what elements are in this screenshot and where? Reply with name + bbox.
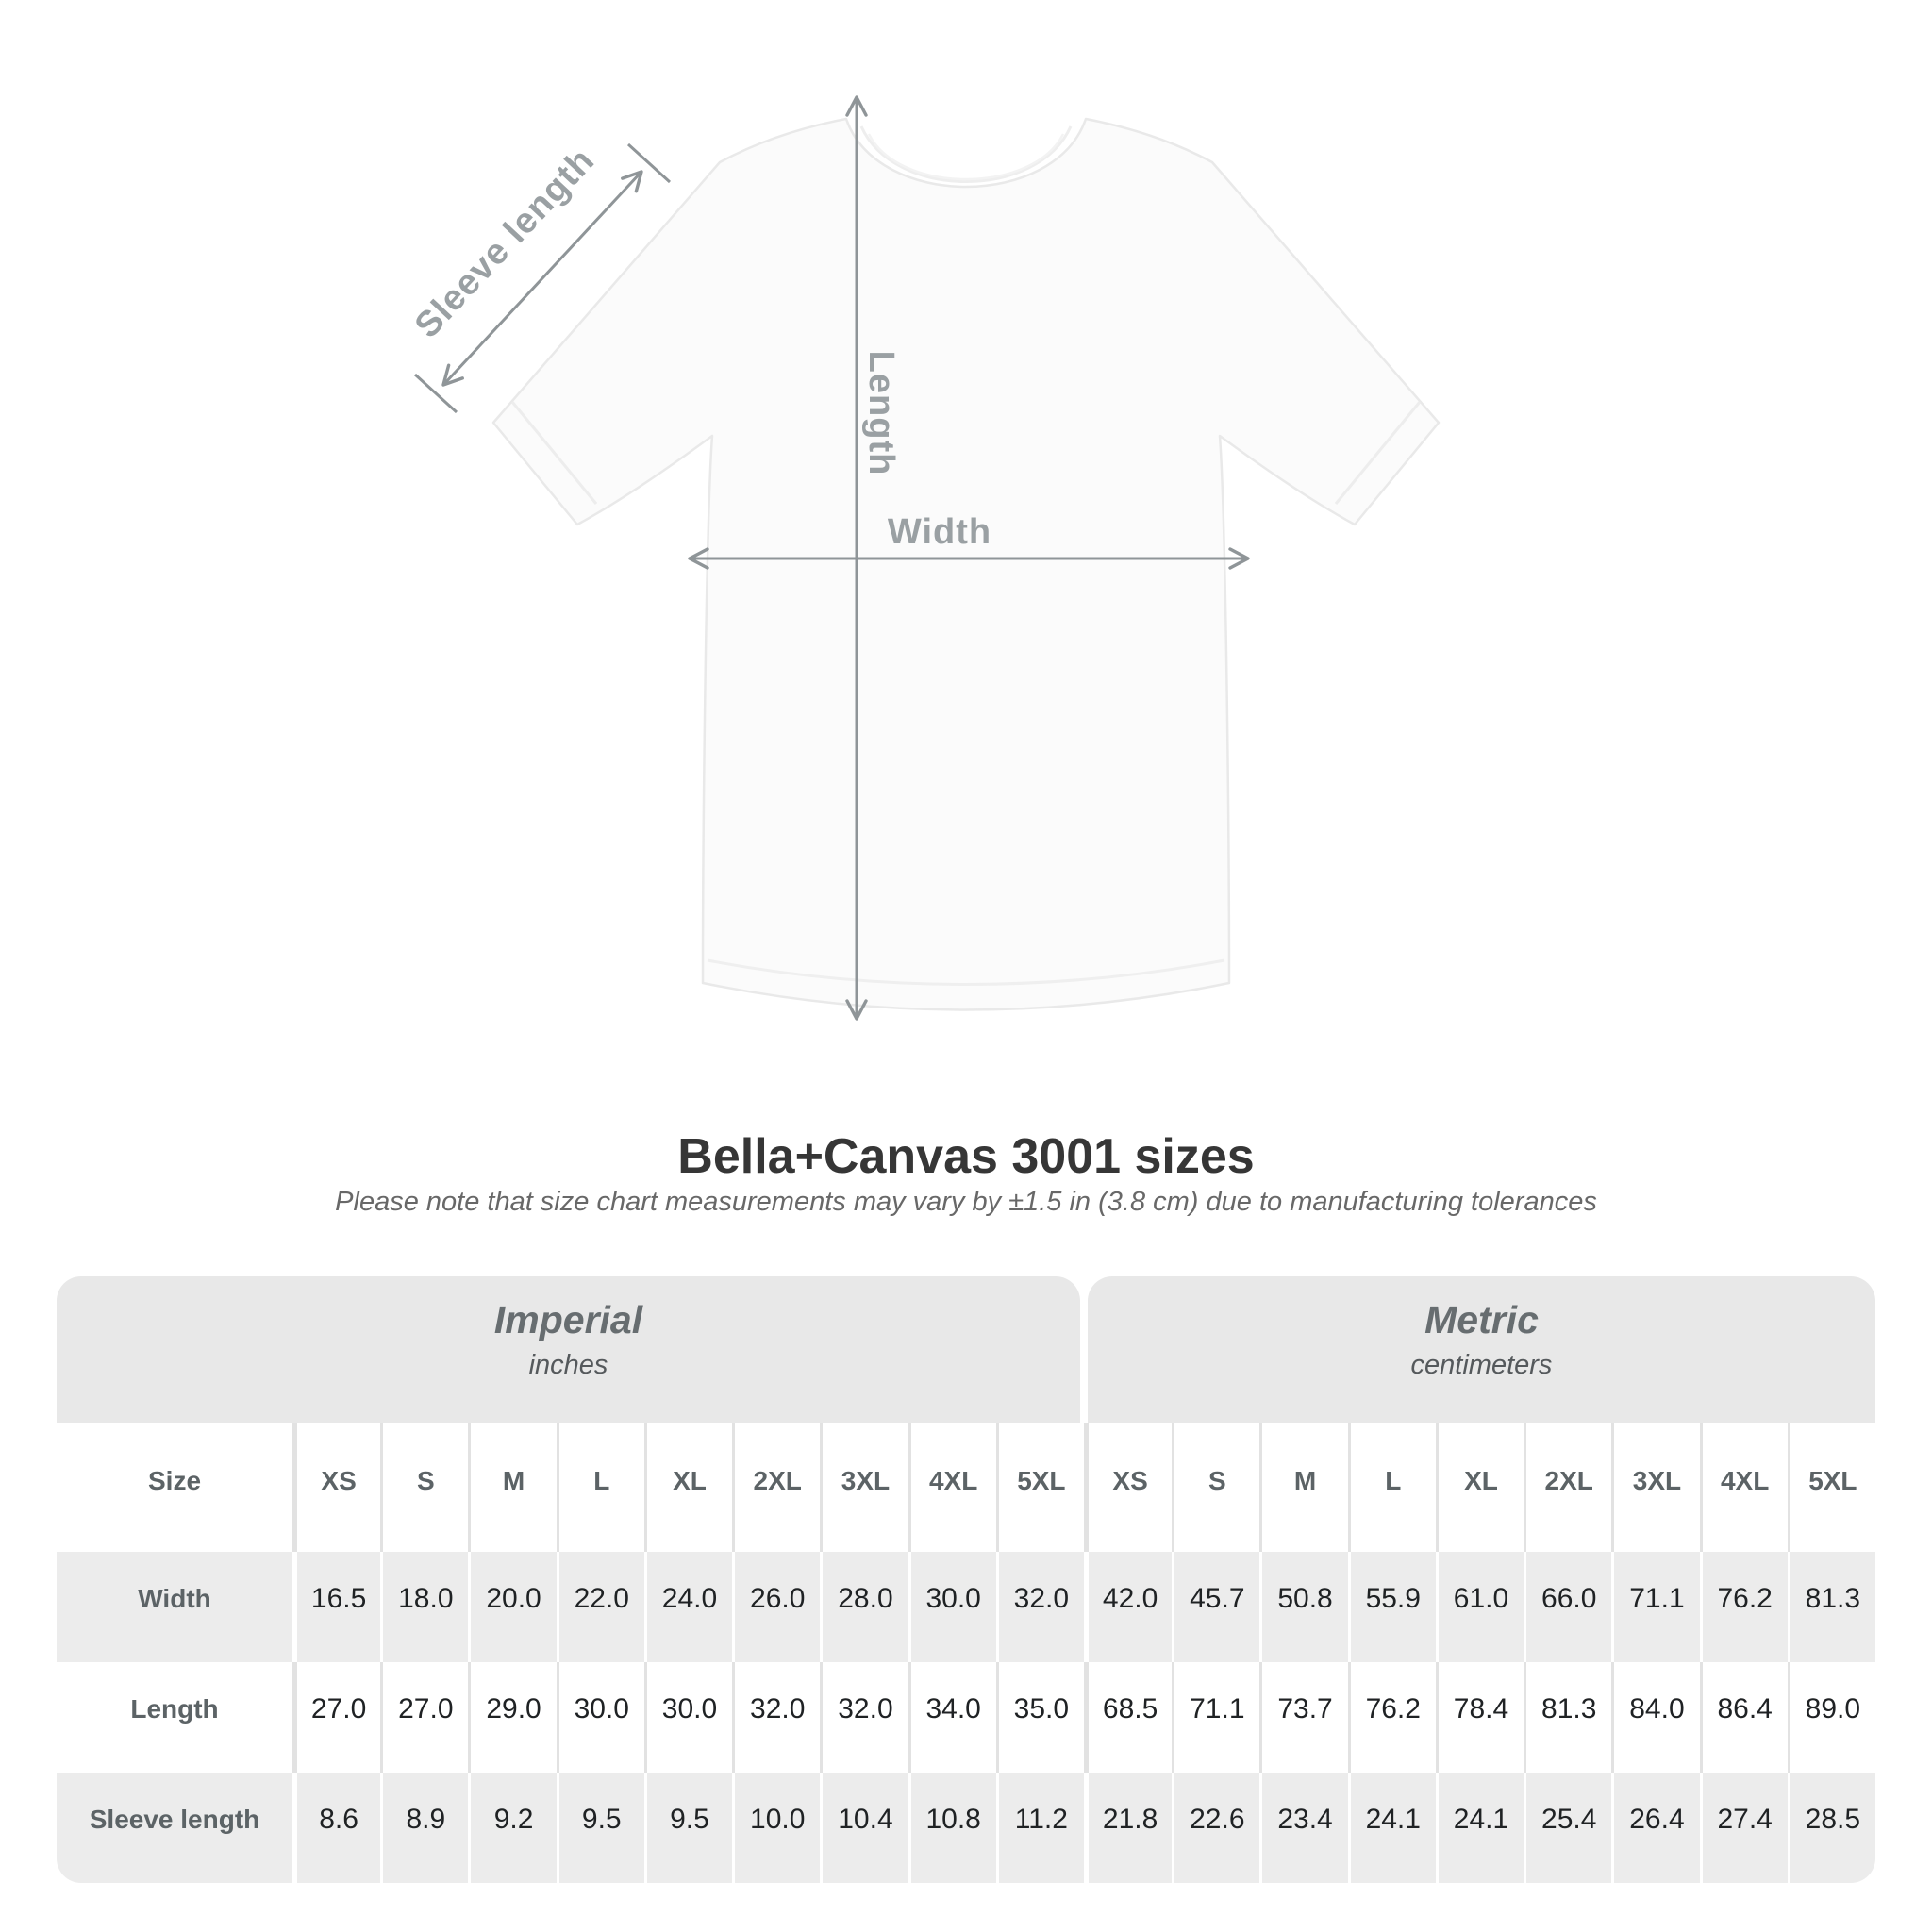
- page-subtitle: Please note that size chart measurements…: [335, 1187, 1597, 1217]
- size-header-imperial-3xl: 3XL: [820, 1423, 908, 1552]
- page-title: Bella+Canvas 3001 sizes: [677, 1129, 1255, 1184]
- size-header-imperial-4xl: 4XL: [908, 1423, 996, 1552]
- size-header-imperial-2xl: 2XL: [732, 1423, 820, 1552]
- size-header-metric-m: M: [1259, 1423, 1347, 1552]
- sleeve-metric-s: 22.6: [1172, 1773, 1260, 1883]
- length-label: Length: [861, 351, 901, 476]
- width-imperial-m: 20.0: [468, 1552, 557, 1662]
- size-header-metric-xs: XS: [1083, 1423, 1172, 1552]
- width-imperial-xl: 24.0: [643, 1552, 733, 1662]
- length-imperial-xl: 30.0: [643, 1662, 733, 1773]
- sleeve-imperial-5xl: 11.2: [995, 1773, 1084, 1883]
- sleeve-imperial-2xl: 10.0: [732, 1773, 821, 1883]
- tshirt-measurement-diagram: Sleeve length Length Width: [408, 95, 1441, 1021]
- size-header-imperial-xs: XS: [292, 1423, 380, 1552]
- length-row: Length 27.0 27.0 29.0 30.0 30.0 32.0 32.…: [57, 1662, 1875, 1773]
- row-label-width: Width: [57, 1552, 292, 1662]
- unit-header-row: Imperial inches Metric centimeters: [57, 1276, 1875, 1423]
- width-imperial-s: 18.0: [380, 1552, 469, 1662]
- sleeve-metric-2xl: 25.4: [1524, 1773, 1612, 1883]
- sleeve-imperial-xl: 9.5: [643, 1773, 733, 1883]
- tshirt-illustration: [491, 117, 1441, 1011]
- size-header-metric-s: S: [1172, 1423, 1259, 1552]
- width-metric-4xl: 76.2: [1699, 1552, 1788, 1662]
- length-metric-3xl: 84.0: [1611, 1662, 1700, 1773]
- sleeve-metric-3xl: 26.4: [1611, 1773, 1700, 1883]
- length-metric-xl: 78.4: [1435, 1662, 1524, 1773]
- width-metric-2xl: 66.0: [1524, 1552, 1612, 1662]
- length-imperial-xs: 27.0: [292, 1662, 381, 1773]
- length-imperial-5xl: 35.0: [995, 1662, 1084, 1773]
- dimension-cap-bottom: [413, 373, 458, 414]
- size-header-metric-3xl: 3XL: [1611, 1423, 1699, 1552]
- length-imperial-m: 29.0: [468, 1662, 557, 1773]
- sleeve-metric-xl: 24.1: [1435, 1773, 1524, 1883]
- sleeve-imperial-m: 9.2: [468, 1773, 557, 1883]
- sleeve-imperial-s: 8.9: [380, 1773, 469, 1883]
- length-metric-xs: 68.5: [1083, 1662, 1173, 1773]
- imperial-group-title: Imperial: [493, 1298, 643, 1341]
- dimension-cap-top: [626, 142, 672, 184]
- width-imperial-2xl: 26.0: [732, 1552, 821, 1662]
- sleeve-metric-l: 24.1: [1347, 1773, 1436, 1883]
- width-row: Width 16.5 18.0 20.0 22.0 24.0 26.0 28.0…: [57, 1552, 1875, 1662]
- length-metric-m: 73.7: [1259, 1662, 1348, 1773]
- sleeve-metric-5xl: 28.5: [1787, 1773, 1875, 1883]
- width-imperial-5xl: 32.0: [995, 1552, 1084, 1662]
- width-imperial-4xl: 30.0: [908, 1552, 996, 1662]
- length-imperial-3xl: 32.0: [820, 1662, 908, 1773]
- row-label-length: Length: [57, 1662, 292, 1773]
- size-table: Imperial inches Metric centimeters Size …: [57, 1276, 1875, 1883]
- size-header-imperial-xl: XL: [643, 1423, 732, 1552]
- length-imperial-l: 30.0: [556, 1662, 644, 1773]
- metric-group-title: Metric: [1424, 1298, 1539, 1341]
- size-header-metric-5xl: 5XL: [1787, 1423, 1875, 1552]
- length-metric-2xl: 81.3: [1524, 1662, 1612, 1773]
- length-metric-s: 71.1: [1172, 1662, 1260, 1773]
- length-imperial-s: 27.0: [380, 1662, 469, 1773]
- sleeve-metric-4xl: 27.4: [1699, 1773, 1788, 1883]
- row-label-sleeve-length: Sleeve length: [57, 1773, 292, 1883]
- width-imperial-3xl: 28.0: [820, 1552, 908, 1662]
- size-header-imperial-l: L: [556, 1423, 644, 1552]
- imperial-group-unit: inches: [528, 1350, 608, 1380]
- length-imperial-4xl: 34.0: [908, 1662, 996, 1773]
- length-metric-4xl: 86.4: [1699, 1662, 1788, 1773]
- metric-group-unit: centimeters: [1410, 1350, 1553, 1380]
- width-imperial-l: 22.0: [556, 1552, 644, 1662]
- imperial-group-header: Imperial inches: [57, 1276, 1080, 1423]
- size-header-metric-xl: XL: [1435, 1423, 1524, 1552]
- width-metric-l: 55.9: [1347, 1552, 1436, 1662]
- width-metric-s: 45.7: [1172, 1552, 1260, 1662]
- width-imperial-xs: 16.5: [292, 1552, 381, 1662]
- length-metric-l: 76.2: [1347, 1662, 1436, 1773]
- sleeve-metric-xs: 21.8: [1083, 1773, 1173, 1883]
- sleeve-length-row: Sleeve length 8.6 8.9 9.2 9.5 9.5 10.0 1…: [57, 1773, 1875, 1883]
- length-metric-5xl: 89.0: [1787, 1662, 1875, 1773]
- sleeve-imperial-xs: 8.6: [292, 1773, 381, 1883]
- sleeve-metric-m: 23.4: [1259, 1773, 1348, 1883]
- sleeve-imperial-l: 9.5: [556, 1773, 644, 1883]
- size-header-imperial-m: M: [468, 1423, 556, 1552]
- sleeve-imperial-4xl: 10.8: [908, 1773, 996, 1883]
- width-metric-xs: 42.0: [1083, 1552, 1173, 1662]
- width-metric-3xl: 71.1: [1611, 1552, 1700, 1662]
- length-imperial-2xl: 32.0: [732, 1662, 821, 1773]
- size-header-metric-l: L: [1347, 1423, 1436, 1552]
- size-header-row: Size XS S M L XL 2XL 3XL 4XL 5XL XS S M …: [57, 1423, 1875, 1552]
- size-header-imperial-5xl: 5XL: [995, 1423, 1084, 1552]
- sleeve-imperial-3xl: 10.4: [820, 1773, 908, 1883]
- size-header-metric-2xl: 2XL: [1524, 1423, 1611, 1552]
- size-header-metric-4xl: 4XL: [1699, 1423, 1788, 1552]
- width-metric-5xl: 81.3: [1787, 1552, 1875, 1662]
- metric-group-header: Metric centimeters: [1088, 1276, 1875, 1423]
- size-header-imperial-s: S: [380, 1423, 468, 1552]
- width-label: Width: [888, 512, 991, 552]
- width-dimension: Width: [688, 512, 1250, 570]
- width-metric-m: 50.8: [1259, 1552, 1348, 1662]
- size-column-header: Size: [147, 1465, 202, 1495]
- width-metric-xl: 61.0: [1435, 1552, 1524, 1662]
